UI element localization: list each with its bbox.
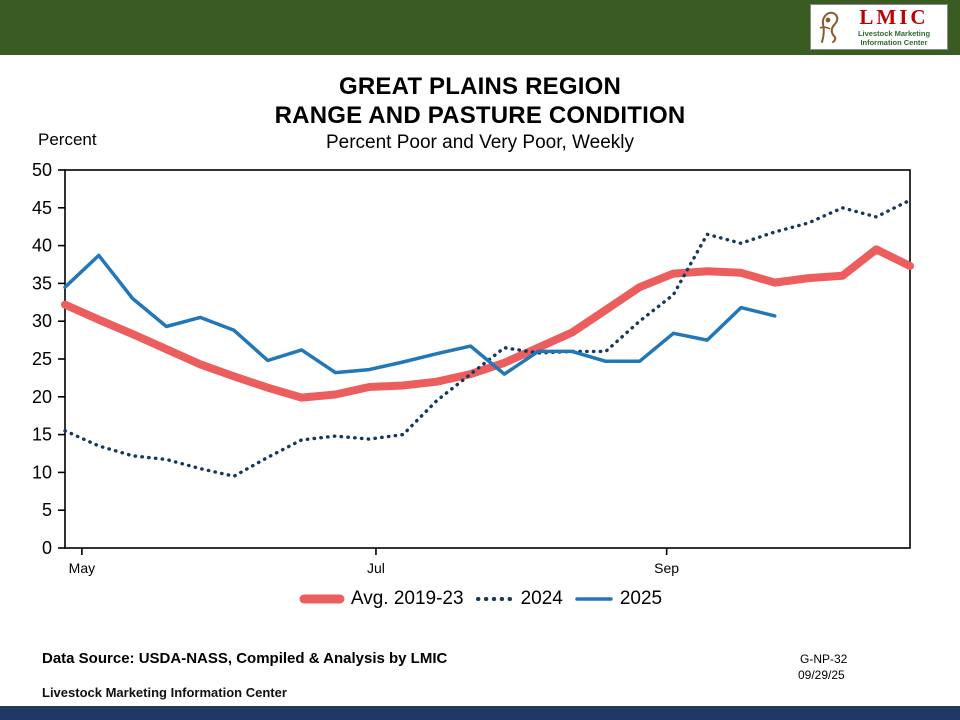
title-line2: RANGE AND PASTURE CONDITION xyxy=(274,102,686,129)
legend-label-avg-2019-23: Avg. 2019-23 xyxy=(350,588,464,609)
top-green-bar xyxy=(0,0,960,55)
legend-item-2024: 2024 xyxy=(474,588,563,610)
legend-swatch-2024-icon xyxy=(475,597,514,601)
chart-legend: Avg. 2019-23 2024 2025 xyxy=(0,588,960,610)
y-tick-label: 0 xyxy=(42,538,52,558)
lmic-logo: LMIC Livestock Marketing Information Cen… xyxy=(810,4,948,50)
y-tick-label: 5 xyxy=(42,500,52,520)
y-tick-label: 35 xyxy=(32,273,52,293)
lmic-org-text: Livestock Marketing Information Center xyxy=(857,28,931,47)
data-source-text: Data Source: USDA-NASS, Compiled & Analy… xyxy=(42,650,448,667)
range-pasture-line-chart: 0 5 10 15 20 25 30 35 40 45 50 May Jul Sep xyxy=(32,160,914,576)
legend-label-2025: 2025 xyxy=(619,588,663,609)
chart-date-text: 09/29/25 xyxy=(798,668,845,682)
y-tick-label: 20 xyxy=(32,387,52,407)
legend-item-avg-2019-23: Avg. 2019-23 xyxy=(298,588,464,610)
legend-swatch-2025-icon xyxy=(575,597,613,601)
legend-item-2025: 2025 xyxy=(573,588,662,610)
series-line-2025 xyxy=(63,253,777,376)
y-axis-label: Percent xyxy=(38,130,97,149)
lmic-brand-text: LMIC xyxy=(859,4,929,29)
y-tick-label: 40 xyxy=(32,236,52,256)
legend-label-2024: 2024 xyxy=(520,588,563,609)
x-tick-label: Jul xyxy=(367,560,385,576)
y-tick-label: 50 xyxy=(32,160,52,180)
x-tick-label: May xyxy=(69,560,95,576)
title-line1: GREAT PLAINS REGION xyxy=(338,73,622,100)
x-tick-label: Sep xyxy=(654,560,679,576)
chart-subtitle: Percent Poor and Very Poor, Weekly xyxy=(325,132,635,153)
lmic-logo-icon xyxy=(819,11,839,43)
bottom-navy-bar xyxy=(0,706,960,720)
chart-id-text: G-NP-32 xyxy=(800,652,848,666)
legend-swatch-avg-icon xyxy=(299,594,345,604)
series-line-avg-2019-23 xyxy=(61,245,914,402)
y-tick-label: 25 xyxy=(32,349,52,369)
lmic-org-line1: Livestock Marketing xyxy=(857,28,931,38)
y-tick-label: 10 xyxy=(32,462,52,482)
lmic-org-line2: Information Center xyxy=(860,37,928,47)
y-tick-label: 45 xyxy=(32,198,52,218)
lmic-logo-text: LMIC Livestock Marketing Information Cen… xyxy=(846,4,942,47)
y-tick-label: 15 xyxy=(32,425,52,445)
title-block: GREAT PLAINS REGION RANGE AND PASTURE CO… xyxy=(0,72,960,156)
y-tick-label: 30 xyxy=(32,311,52,331)
footer-org-text: Livestock Marketing Information Center xyxy=(42,685,287,700)
